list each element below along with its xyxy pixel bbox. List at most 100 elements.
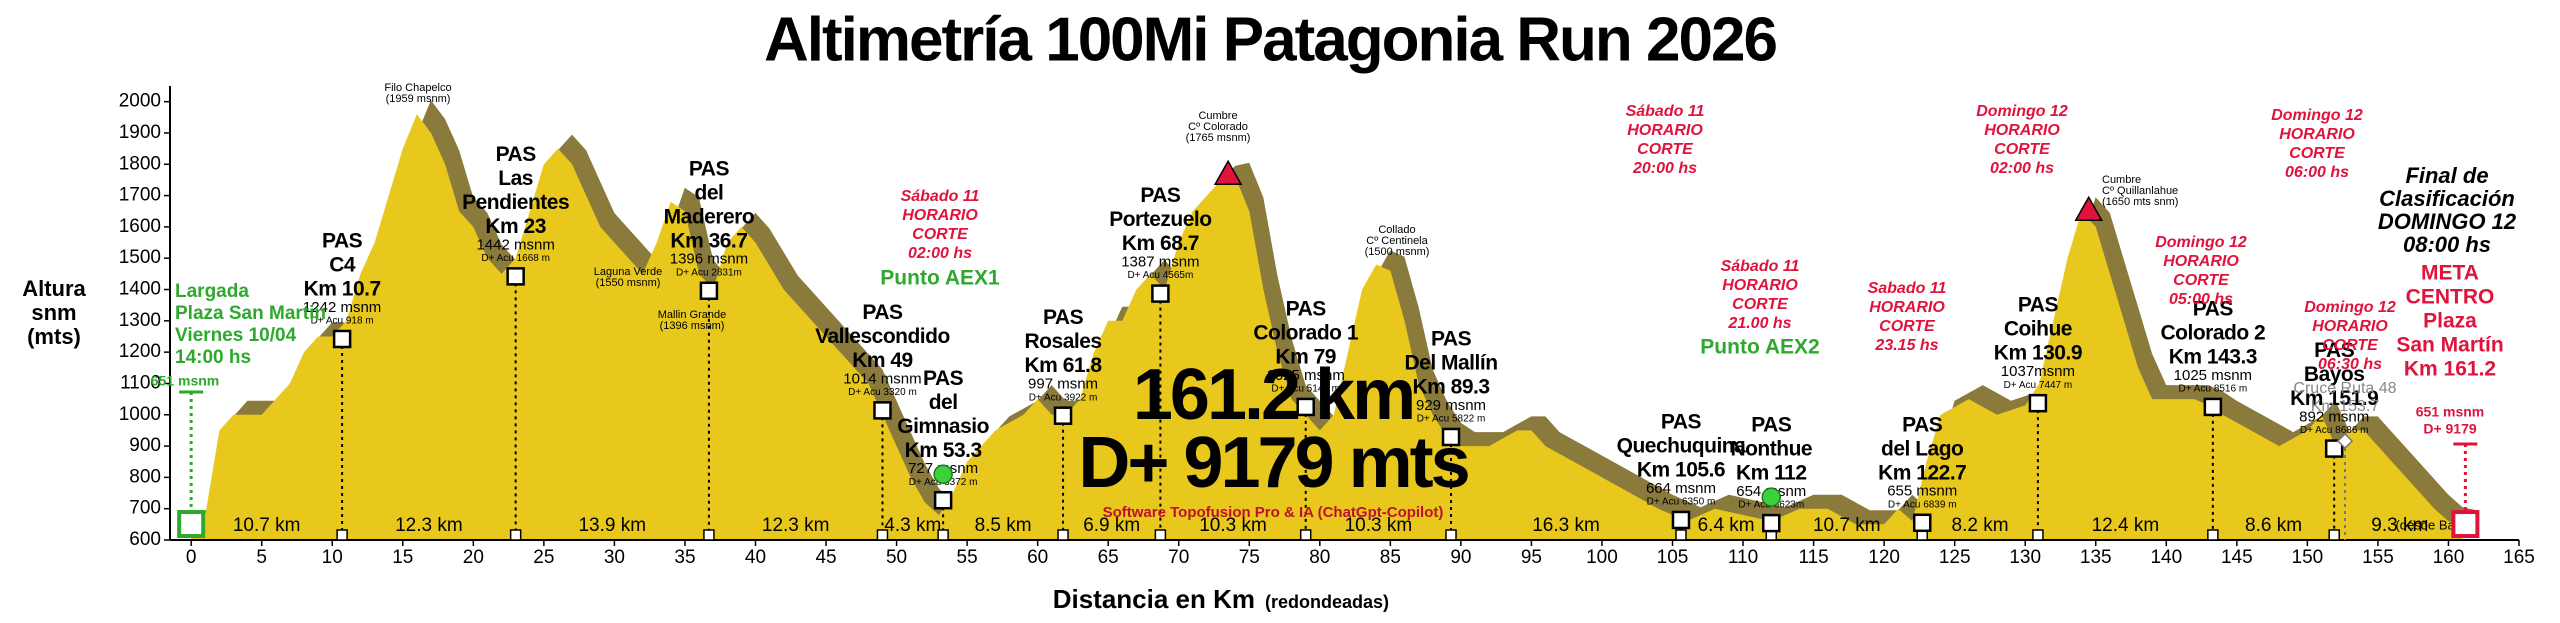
x-tick-label: 65 (1098, 547, 1119, 568)
station-label: D+ Acu 8686 m (2300, 425, 2369, 436)
station-label: PAS (689, 157, 730, 180)
station-label: del (929, 391, 958, 414)
note-cut: Domingo 12 (2155, 234, 2247, 251)
segment-label: 12.3 km (762, 515, 830, 536)
axis-square (937, 529, 949, 541)
note-summit: Cumbre (1198, 110, 1237, 122)
note-cut: HORARIO (1984, 122, 2060, 139)
station-label: Del Mallín (1405, 352, 1498, 375)
station-marker (1762, 513, 1781, 533)
station-marker (1441, 427, 1461, 447)
station-label: PAS (1751, 414, 1792, 437)
y-axis-label: (mts) (27, 324, 81, 349)
note-summit: Cº Centinela (1366, 235, 1428, 247)
axis-square (1154, 529, 1167, 541)
x-tick-label: 140 (2150, 547, 2182, 568)
station-label: PAS (1043, 306, 1084, 329)
chart-title: Altimetría 100Mi Patagonia Run 2026 (764, 5, 1776, 74)
x-tick-label: 50 (886, 547, 907, 568)
note-gray: Cruce Ruta 48 (2293, 380, 2396, 397)
y-tick-label: 1500 (119, 247, 161, 268)
station-label: Km 151.9 (2290, 387, 2378, 410)
station-label: Km 68.7 (1122, 232, 1199, 255)
note-summit: Cumbre (2102, 174, 2141, 186)
note-summit: (1396 msnm) (660, 320, 725, 332)
summit-marker (1213, 159, 1243, 185)
y-tick-label: 2000 (119, 91, 161, 112)
x-tick-label: 45 (815, 547, 836, 568)
segment-label: 10.7 km (1813, 515, 1881, 536)
station-label: D+ Acu 918 m (311, 316, 374, 327)
station-label: Km 61.8 (1025, 354, 1103, 377)
x-tick-label: 75 (1239, 547, 1260, 568)
note-aex: Punto AEX1 (880, 267, 1000, 290)
station-label: Portezuelo (1109, 208, 1211, 231)
note-start: Viernes 10/04 (175, 325, 297, 346)
note-cut: HORARIO (2163, 253, 2239, 270)
x-tick-label: 120 (1868, 547, 1900, 568)
station-label: Km 143.3 (2169, 345, 2257, 368)
note-start: Plaza San Martin (175, 303, 326, 324)
note-gray: Km 153.7 (2311, 398, 2380, 415)
note-cut: 05:00 hs (2169, 291, 2233, 308)
x-tick-label: 15 (392, 547, 413, 568)
segment-label: 10.3 km (1345, 515, 1413, 536)
x-axis-note: (redondeadas) (1265, 592, 1389, 612)
station-label: Gimnasio (897, 415, 989, 438)
station-marker (1296, 397, 1315, 417)
station-label: 1025 msnm (1267, 367, 1345, 384)
station-label: Km 53.3 (905, 439, 982, 462)
station-label: PAS (1286, 297, 1327, 320)
station-label: PAS (496, 143, 537, 166)
note-cut: HORARIO (2279, 126, 2355, 143)
station-label: D+ Acu 3922 m (1029, 392, 1098, 403)
note-cut: Sábado 11 (1626, 103, 1705, 120)
station-label: 1242 msnm (303, 299, 381, 316)
note-cut: CORTE (912, 226, 969, 243)
station-label: PAS (1661, 411, 1702, 434)
station-label: Coihue (2004, 318, 2072, 341)
axis-square (876, 529, 889, 541)
station-label: D+ Acu 6839 m (1888, 499, 1957, 510)
note-final: Clasificación (2379, 186, 2515, 211)
axis-square (1675, 529, 1687, 541)
station-label: PAS (923, 367, 964, 390)
station-label: 1396 msnm (670, 251, 748, 268)
note-cut: HORARIO (1722, 277, 1798, 294)
note-cut: CORTE (2173, 272, 2230, 289)
note-cut: 06:00 hs (2285, 164, 2349, 181)
note-cut: HORARIO (1627, 122, 1703, 139)
axis-square (703, 529, 715, 541)
station-label: D+ Acu 5822 m (1417, 414, 1486, 425)
station-label: Colorado 1 (1253, 321, 1358, 344)
station-label: 1037msnm (2001, 363, 2075, 380)
x-tick-label: 25 (533, 547, 554, 568)
note-summit: (1765 msnm) (1186, 132, 1251, 144)
station-label: PAS (1902, 413, 1943, 436)
finish-marker (2451, 510, 2480, 539)
station-label: Km 112 (1736, 462, 1807, 485)
station-marker (699, 281, 719, 301)
station-label: D+ Acu 5144 m (1271, 384, 1340, 395)
x-tick-label: 130 (2009, 547, 2041, 568)
note-cut: 21.00 hs (1727, 315, 1791, 332)
station-label: D+ Acu 4565m (1127, 270, 1193, 281)
station-label: Bayos (2304, 363, 2365, 386)
note-cut: Sábado 11 (901, 188, 980, 205)
axis-square (1299, 529, 1312, 541)
note-cut: 20:00 hs (1632, 160, 1697, 177)
x-tick-label: 55 (957, 547, 978, 568)
station-marker (1912, 513, 1932, 533)
note-meta: Plaza (2423, 310, 2477, 333)
note-startsmall: 651 msnm (151, 373, 219, 389)
note-meta: CENTRO (2406, 286, 2495, 309)
note-meta: San Martín (2396, 334, 2503, 357)
note-cut: 02:00 hs (1990, 160, 2054, 177)
note-software: Software Topofusion Pro & IA (ChatGpt-Co… (1103, 504, 1444, 521)
segment-label: 8.2 km (1952, 515, 2009, 536)
note-summit: Filo Chapelco (384, 82, 451, 94)
station-label: 1442 msnm (476, 236, 554, 253)
note-cut: HORARIO (2312, 318, 2388, 335)
station-label: Km 79 (1275, 345, 1336, 368)
x-tick-label: 105 (1657, 547, 1689, 568)
